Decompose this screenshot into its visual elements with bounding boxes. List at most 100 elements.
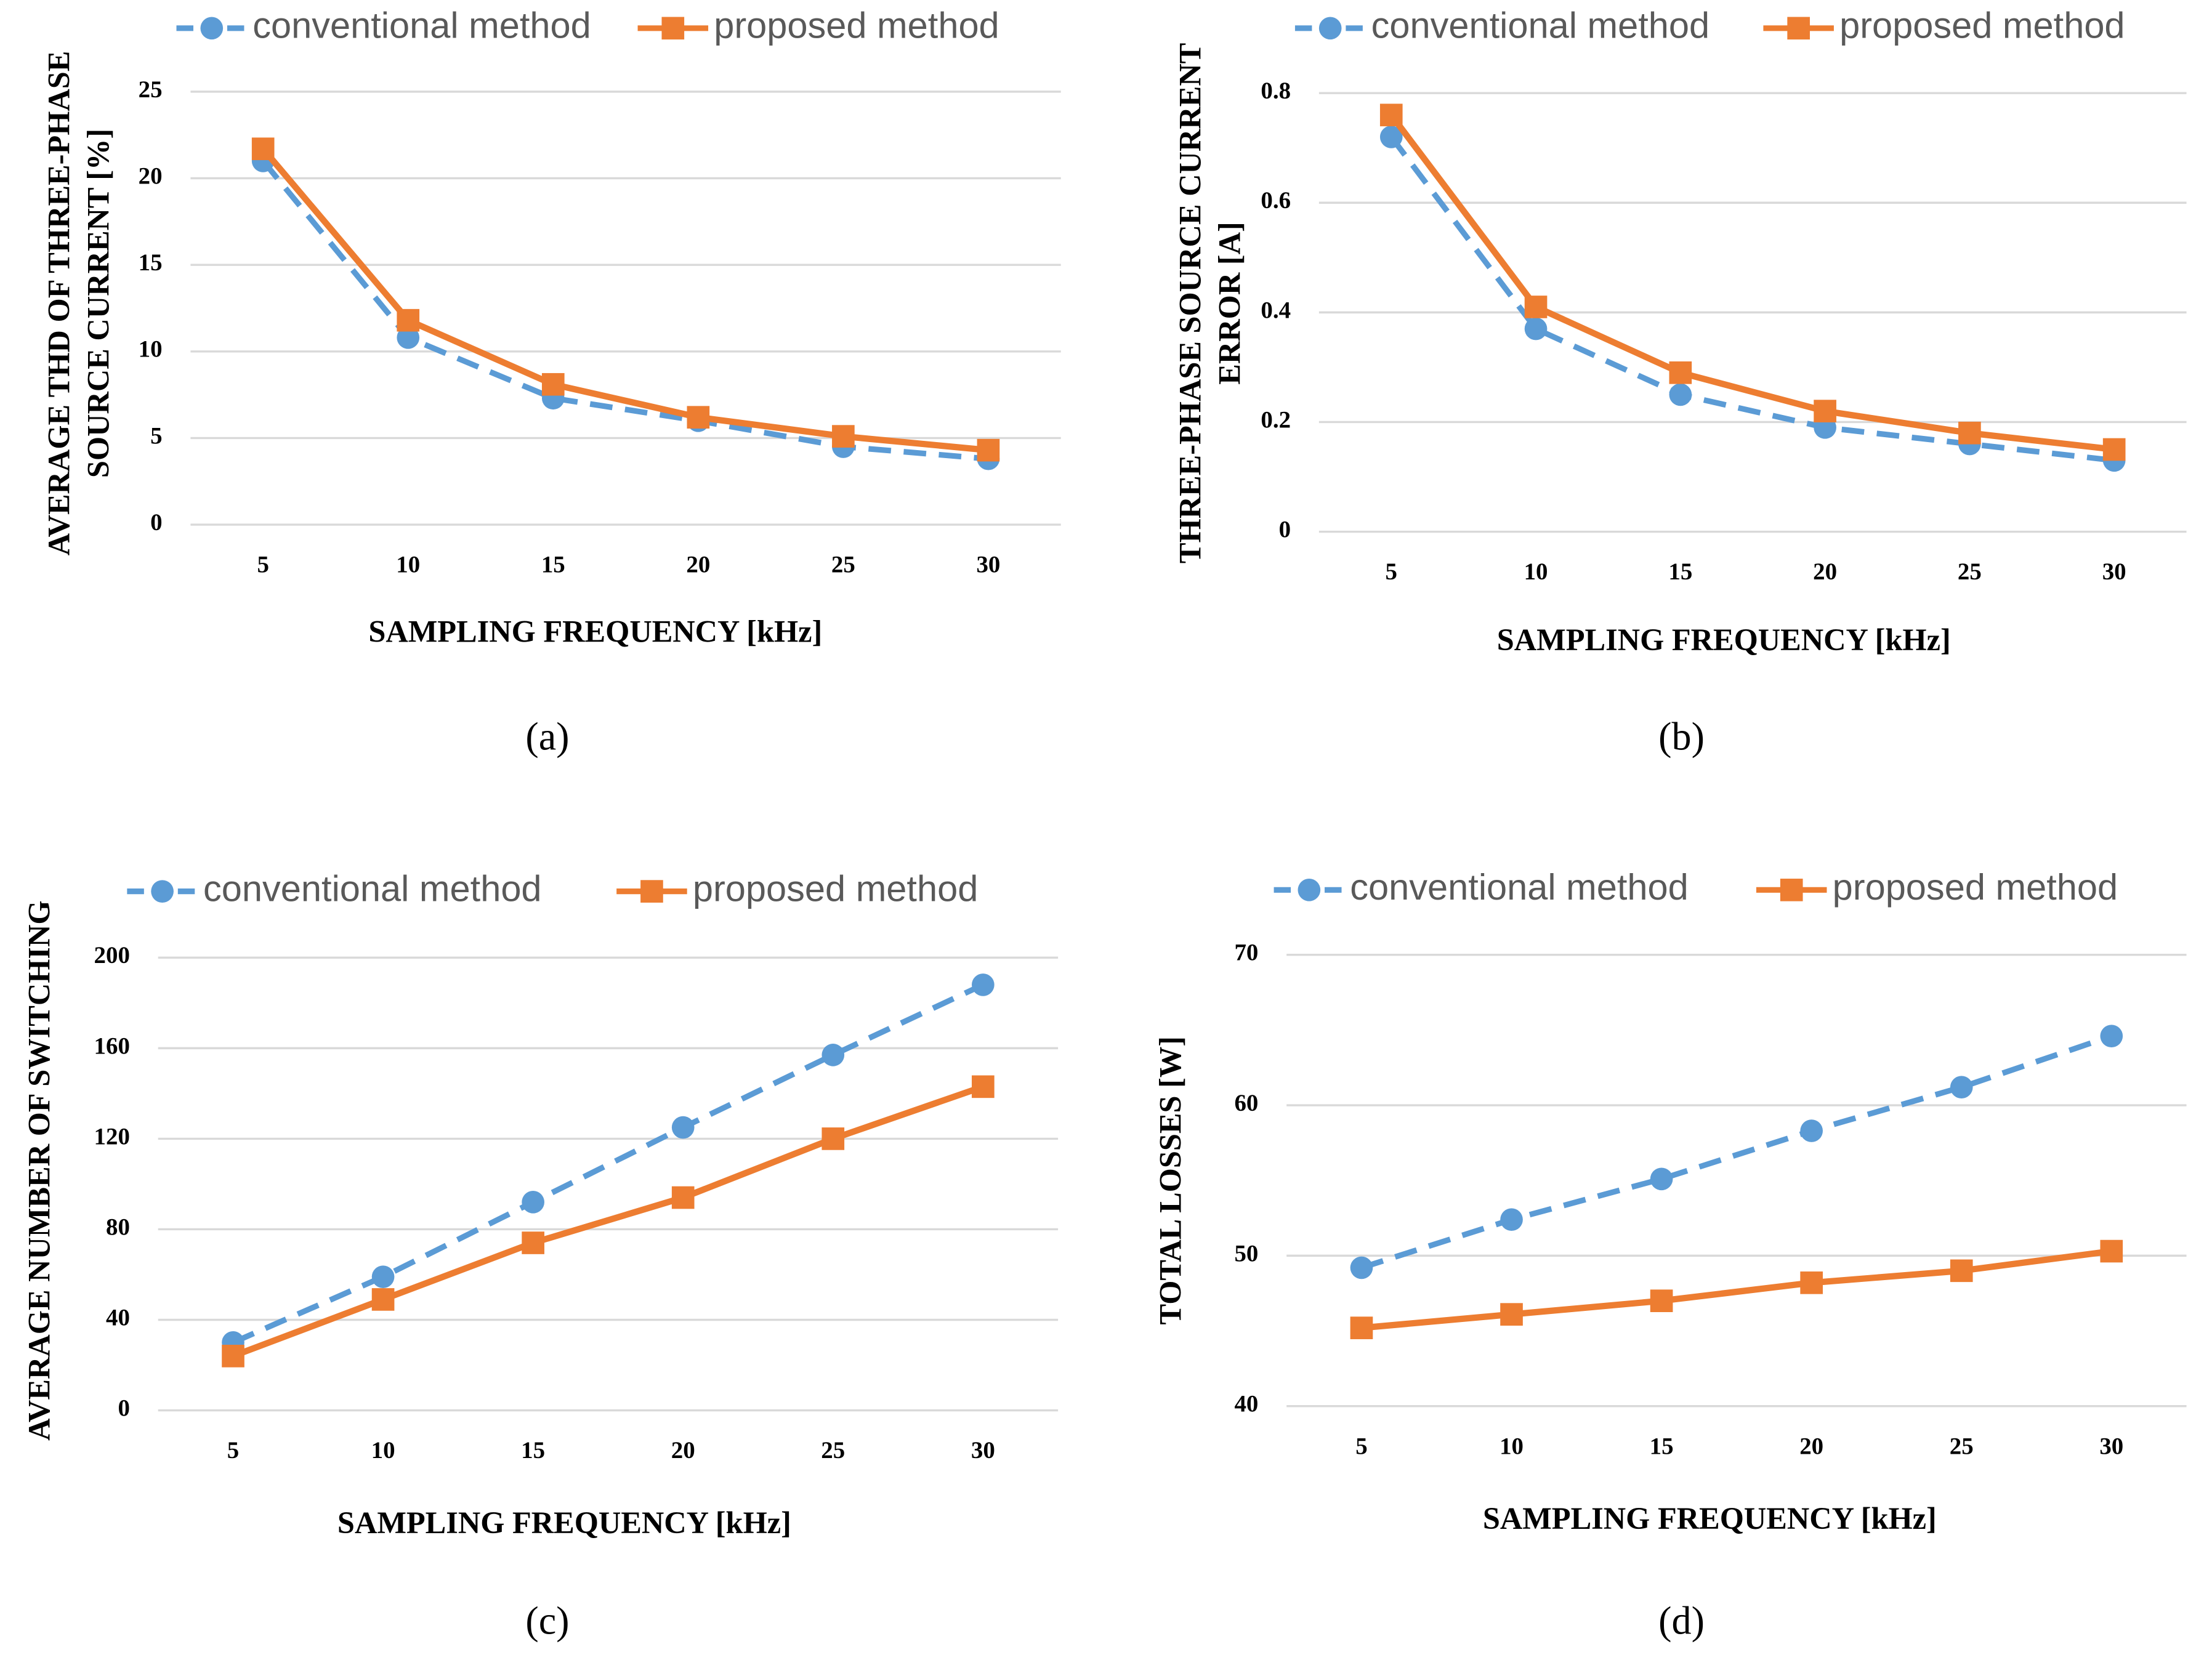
y-axis-title: TOTAL LOSSES [W] <box>1153 1036 1188 1324</box>
x-tick-label: 30 <box>976 552 1000 578</box>
x-tick-label: 5 <box>257 552 268 578</box>
marker <box>1650 1289 1673 1312</box>
marker <box>671 1116 695 1139</box>
marker <box>1800 1271 1823 1294</box>
marker <box>821 1127 845 1150</box>
y-axis-title: THREE-PHASE SOURCE CURRENT <box>1173 43 1208 563</box>
x-tick-label: 30 <box>2099 1433 2123 1459</box>
marker <box>2100 1239 2123 1263</box>
y-axis-title: AVERAGE THD OF THREE-PHASE <box>42 51 76 556</box>
marker <box>1950 1259 1973 1283</box>
legend-label: conventional method <box>1350 866 1689 908</box>
y-tick-label: 70 <box>1234 940 1258 966</box>
y-tick-label: 60 <box>1234 1090 1258 1116</box>
legend-label: conventional method <box>252 5 591 46</box>
x-tick-label: 30 <box>2102 558 2126 585</box>
y-tick-label: 0.4 <box>1261 297 1291 323</box>
y-tick-label: 0 <box>1279 516 1291 542</box>
legend-label: proposed method <box>1839 5 2125 46</box>
x-tick-label: 5 <box>1386 558 1397 585</box>
y-tick-label: 40 <box>106 1304 130 1331</box>
marker <box>2102 438 2126 461</box>
marker <box>1500 1303 1523 1326</box>
marker <box>972 1075 995 1098</box>
x-tick-label: 20 <box>1799 1433 1823 1459</box>
marker <box>200 17 224 40</box>
marker <box>151 880 174 903</box>
x-tick-label: 25 <box>1950 1433 1974 1459</box>
marker <box>1524 317 1548 340</box>
marker <box>832 425 855 448</box>
y-tick-label: 20 <box>139 163 163 189</box>
series-line <box>1361 1247 2112 1331</box>
series-line <box>260 159 989 462</box>
panel-label: (a) <box>525 714 569 758</box>
marker <box>1500 1208 1523 1231</box>
y-tick-label: 200 <box>94 942 130 969</box>
panel-label: (c) <box>525 1598 569 1642</box>
marker <box>972 973 995 996</box>
legend-label: proposed method <box>693 868 978 909</box>
x-axis-title: SAMPLING FREQUENCY [kHz] <box>368 614 822 648</box>
y-tick-label: 120 <box>94 1123 130 1150</box>
marker <box>1350 1316 1373 1339</box>
x-tick-label: 25 <box>821 1437 845 1464</box>
marker <box>397 326 420 349</box>
y-tick-label: 160 <box>94 1033 130 1059</box>
y-tick-label: 0.6 <box>1261 187 1291 214</box>
marker <box>1379 103 1403 127</box>
y-tick-label: 0.2 <box>1261 406 1291 433</box>
marker <box>821 1044 845 1066</box>
marker <box>222 1345 244 1368</box>
series-line <box>1389 113 2115 453</box>
marker <box>1669 361 1692 384</box>
legend-label: proposed method <box>1833 866 2118 908</box>
marker <box>640 880 663 903</box>
y-tick-label: 0 <box>150 509 162 536</box>
marker <box>1958 421 1981 445</box>
marker <box>371 1288 395 1311</box>
marker <box>397 308 420 332</box>
marker <box>522 1231 544 1254</box>
legend-label: conventional method <box>203 868 542 909</box>
x-tick-label: 20 <box>686 552 710 578</box>
x-tick-label: 15 <box>1668 558 1692 585</box>
legend-label: proposed method <box>714 5 999 46</box>
marker <box>1650 1167 1673 1191</box>
y-axis-title: AVERAGE NUMBER OF SWITCHING <box>22 900 56 1440</box>
marker <box>687 406 710 429</box>
marker <box>1379 126 1403 148</box>
x-tick-label: 10 <box>1524 558 1548 585</box>
y-tick-label: 5 <box>150 422 162 449</box>
marker <box>522 1191 544 1214</box>
x-tick-label: 5 <box>227 1437 239 1464</box>
series-line <box>1360 1033 2113 1271</box>
x-axis-title: SAMPLING FREQUENCY [kHz] <box>337 1505 791 1540</box>
y-tick-label: 0.8 <box>1261 78 1291 104</box>
x-axis-title: SAMPLING FREQUENCY [kHz] <box>1497 622 1951 657</box>
series-line <box>232 1083 985 1360</box>
x-tick-label: 15 <box>521 1437 545 1464</box>
marker <box>1800 1119 1823 1142</box>
y-tick-label: 80 <box>106 1214 130 1240</box>
marker <box>1318 17 1342 40</box>
y-tick-label: 0 <box>118 1395 129 1422</box>
x-tick-label: 15 <box>541 552 565 578</box>
marker <box>541 373 565 396</box>
y-axis-title: ERROR [A] <box>1213 222 1247 384</box>
marker <box>1524 296 1548 318</box>
marker <box>1350 1256 1373 1279</box>
x-tick-label: 5 <box>1355 1433 1367 1459</box>
marker <box>1669 383 1692 406</box>
x-tick-label: 20 <box>671 1437 695 1464</box>
x-tick-label: 20 <box>1813 558 1837 585</box>
legend-label: conventional method <box>1371 5 1710 46</box>
marker <box>977 438 1000 462</box>
marker <box>1298 879 1321 901</box>
y-tick-label: 10 <box>139 336 163 363</box>
marker <box>1787 17 1810 40</box>
marker <box>1950 1076 1973 1099</box>
panel-label: (b) <box>1658 714 1705 758</box>
y-tick-label: 15 <box>139 249 163 276</box>
